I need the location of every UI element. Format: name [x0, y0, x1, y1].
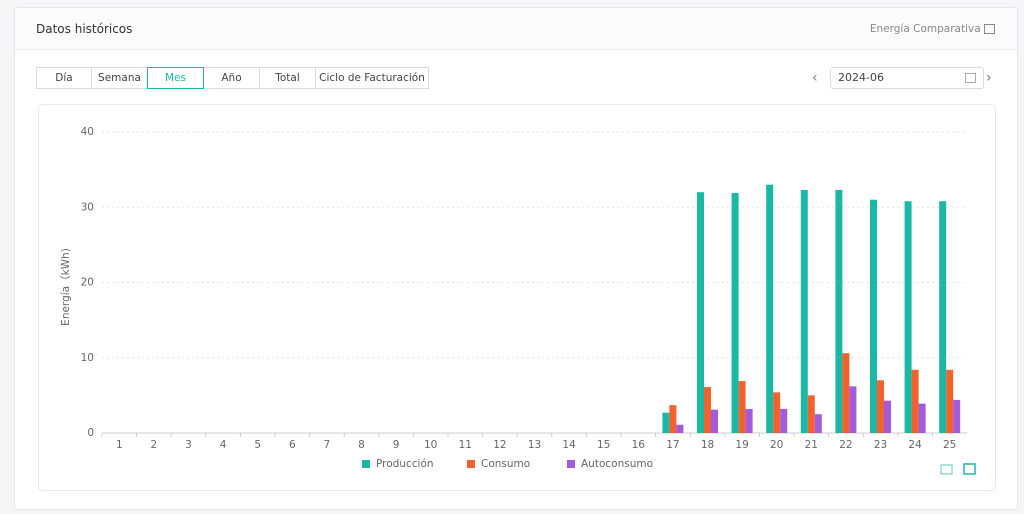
x-tick-label: 23	[874, 439, 887, 451]
x-tick-label: 7	[324, 439, 331, 451]
legend-swatch	[567, 460, 575, 468]
y-axis-label: Energía（kWh)	[60, 248, 72, 326]
panel: Datos históricos Energía Comparativa Día…	[14, 7, 1018, 510]
bar	[877, 380, 884, 433]
bar	[711, 409, 718, 433]
legend-swatch	[362, 460, 370, 468]
panel-header: Datos históricos Energía Comparativa	[15, 8, 1017, 50]
x-tick-label: 20	[770, 439, 783, 451]
tab[interactable]: Año	[203, 67, 260, 89]
x-tick-label: 13	[528, 439, 541, 451]
bar	[849, 386, 857, 433]
tab[interactable]: Ciclo de Facturación	[315, 67, 429, 89]
legend-label: Autoconsumo	[581, 458, 653, 470]
bar	[939, 201, 947, 433]
x-tick-label: 9	[393, 439, 400, 451]
y-tick-label: 0	[87, 427, 94, 439]
bar	[807, 395, 815, 433]
x-tick-label: 1	[116, 439, 123, 451]
period-tabs: Día Semana Mes Año Total Ciclo de Facturación	[36, 67, 429, 89]
bar	[662, 412, 670, 433]
bar	[745, 408, 753, 433]
panel-title: Datos históricos	[36, 22, 133, 36]
x-tick-label: 4	[220, 439, 227, 451]
next-button[interactable]: ›	[986, 70, 992, 86]
x-tick-label: 5	[254, 439, 261, 451]
bar	[953, 399, 961, 433]
bar	[669, 405, 677, 433]
x-tick-label: 3	[185, 439, 192, 451]
bar	[835, 189, 843, 433]
bar	[773, 392, 781, 433]
bar	[766, 184, 774, 433]
bar	[918, 403, 926, 433]
y-tick-label: 30	[81, 201, 94, 213]
legend-swatch	[467, 460, 475, 468]
legend-label: Consumo	[481, 458, 530, 470]
tab[interactable]: Semana	[91, 67, 148, 89]
y-tick-label: 10	[81, 352, 94, 364]
bar	[676, 424, 684, 433]
chart-container	[38, 104, 996, 491]
tab[interactable]: Mes	[147, 67, 204, 89]
bar	[911, 369, 919, 433]
compare-icon[interactable]	[984, 24, 995, 34]
bar	[697, 192, 704, 433]
bar	[904, 201, 912, 433]
calendar-icon[interactable]	[965, 73, 976, 83]
y-tick-label: 40	[81, 126, 94, 138]
x-tick-label: 25	[943, 439, 956, 451]
x-tick-label: 16	[632, 439, 646, 451]
tab[interactable]: Total	[259, 67, 316, 89]
x-tick-label: 22	[839, 439, 852, 451]
x-tick-label: 10	[424, 439, 437, 451]
export-icon[interactable]	[963, 463, 976, 475]
download-icon[interactable]	[940, 464, 953, 475]
x-tick-label: 14	[562, 439, 576, 451]
date-picker[interactable]: 2024-06	[830, 67, 984, 89]
bar	[738, 381, 746, 433]
tab[interactable]: Día	[36, 67, 92, 89]
x-tick-label: 6	[289, 439, 296, 451]
bar	[842, 353, 850, 433]
legend-label: Producción	[376, 458, 434, 470]
x-tick-label: 2	[151, 439, 158, 451]
x-tick-label: 18	[701, 439, 714, 451]
x-tick-label: 19	[735, 439, 748, 451]
bar	[800, 189, 808, 433]
x-tick-label: 21	[805, 439, 818, 451]
compare-link[interactable]: Energía Comparativa	[870, 23, 995, 35]
bar	[780, 408, 788, 433]
compare-text[interactable]: Energía Comparativa	[869, 23, 981, 35]
x-tick-label: 15	[597, 439, 610, 451]
x-tick-label: 8	[358, 439, 365, 451]
bar	[946, 369, 954, 433]
date-value[interactable]: 2024-06	[838, 71, 884, 84]
prev-button[interactable]: ‹	[812, 70, 818, 86]
bar	[731, 192, 739, 433]
bar	[884, 400, 891, 433]
x-tick-label: 17	[666, 439, 679, 451]
bar	[814, 414, 822, 433]
bar	[870, 199, 877, 433]
x-tick-label: 24	[908, 439, 922, 451]
x-tick-label: 11	[459, 439, 472, 451]
y-tick-label: 20	[81, 277, 94, 289]
bar	[704, 387, 711, 433]
x-tick-label: 12	[493, 439, 506, 451]
